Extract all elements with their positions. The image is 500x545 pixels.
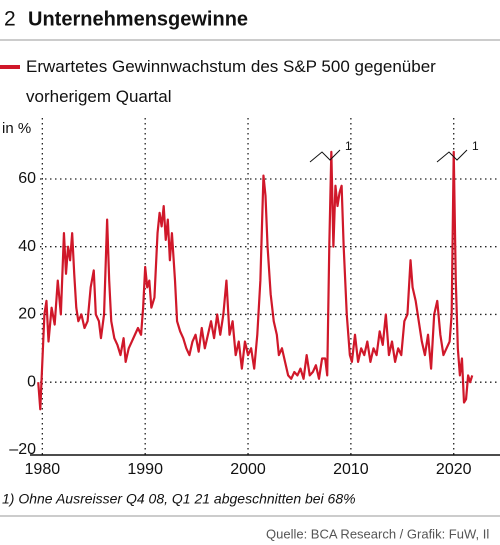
x-tick-label: 2000 bbox=[230, 461, 266, 478]
plot-area: –20 0 20 40 60 1980 1990 2000 2010 2020 bbox=[9, 118, 500, 478]
legend-label: Erwartetes Gewinnwachstum des S&P 500 ge… bbox=[26, 57, 436, 106]
break-mark bbox=[309, 149, 341, 163]
chart-number: 2 bbox=[4, 8, 16, 31]
x-tick-label: 1980 bbox=[25, 461, 61, 478]
y-tick-label: 40 bbox=[18, 238, 36, 255]
data-line bbox=[37, 150, 474, 411]
chart-title: Unternehmensgewinne bbox=[28, 8, 248, 30]
x-tick-label: 1990 bbox=[127, 461, 163, 478]
annotation: 1 bbox=[472, 139, 479, 153]
source: Quelle: BCA Research / Grafik: FuW, Il bbox=[266, 526, 489, 541]
y-axis-label: in % bbox=[2, 120, 31, 137]
x-tick-label: 2020 bbox=[436, 461, 472, 478]
annotation: 1 bbox=[345, 139, 352, 153]
y-tick-label: 0 bbox=[27, 373, 36, 390]
x-tick-label: 2010 bbox=[333, 461, 369, 478]
y-tick-label: 60 bbox=[18, 170, 36, 187]
y-tick-label: –20 bbox=[9, 441, 36, 458]
footnote: 1) Ohne Ausreisser Q4 08, Q1 21 abgeschn… bbox=[2, 491, 356, 507]
y-tick-label: 20 bbox=[18, 306, 36, 323]
break-mark bbox=[436, 149, 468, 163]
